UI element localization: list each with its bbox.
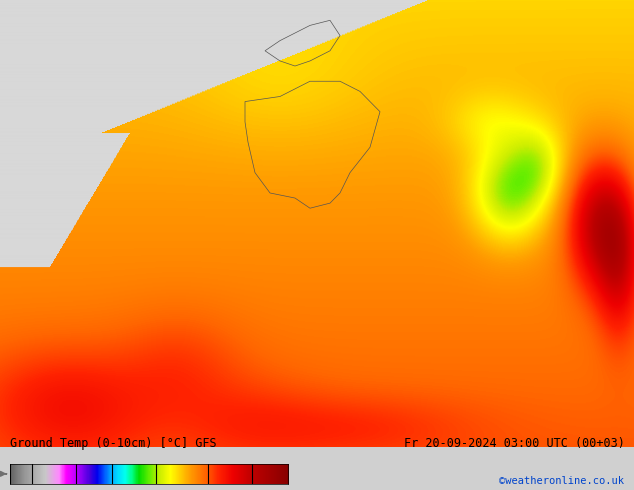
Text: Ground Temp (0-10cm) [°C] GFS: Ground Temp (0-10cm) [°C] GFS [10, 437, 216, 450]
Text: ©weatheronline.co.uk: ©weatheronline.co.uk [500, 476, 624, 486]
Text: Fr 20-09-2024 03:00 UTC (00+03): Fr 20-09-2024 03:00 UTC (00+03) [404, 437, 624, 450]
